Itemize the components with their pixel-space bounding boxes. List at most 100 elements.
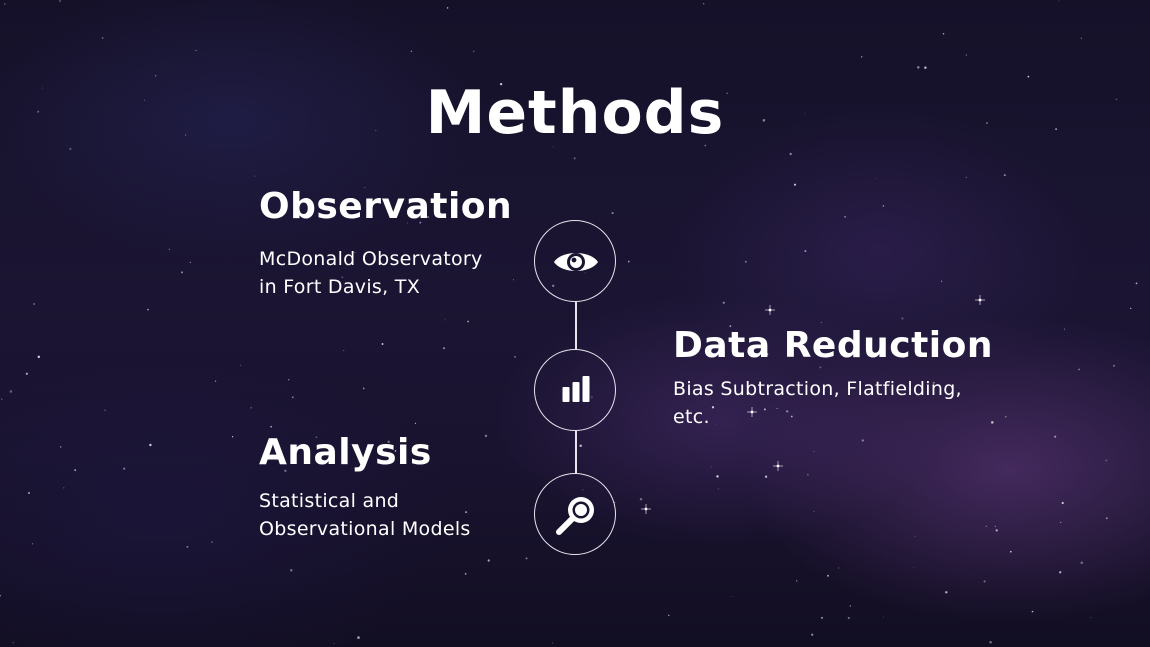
star bbox=[525, 557, 528, 560]
star bbox=[914, 535, 916, 537]
star bbox=[711, 406, 715, 409]
star bbox=[827, 574, 829, 577]
star bbox=[668, 614, 670, 616]
star bbox=[965, 54, 968, 56]
star bbox=[874, 177, 876, 179]
star bbox=[333, 643, 335, 645]
star bbox=[362, 387, 365, 390]
star bbox=[101, 37, 104, 39]
star bbox=[932, 381, 935, 384]
star bbox=[381, 343, 384, 345]
star bbox=[579, 444, 582, 448]
analysis-description: Statistical and Observational Models bbox=[259, 487, 471, 543]
star bbox=[59, 446, 62, 448]
star bbox=[180, 271, 184, 274]
star bbox=[270, 425, 272, 428]
star bbox=[716, 475, 719, 478]
star bbox=[983, 580, 986, 583]
star bbox=[1105, 517, 1108, 520]
star bbox=[861, 439, 864, 442]
star bbox=[354, 251, 356, 254]
star bbox=[1054, 435, 1057, 438]
star bbox=[37, 110, 40, 113]
star bbox=[1112, 364, 1116, 367]
star bbox=[1, 398, 3, 400]
sparkle-star bbox=[975, 295, 985, 305]
star bbox=[343, 349, 345, 352]
star bbox=[1059, 571, 1062, 574]
star bbox=[985, 525, 987, 527]
star bbox=[231, 436, 234, 438]
star bbox=[1060, 521, 1062, 523]
eye-icon bbox=[554, 253, 598, 271]
star bbox=[394, 450, 397, 452]
star bbox=[33, 303, 36, 305]
star bbox=[147, 308, 149, 311]
star bbox=[924, 66, 927, 69]
sparkle-star bbox=[773, 461, 783, 471]
star bbox=[790, 415, 793, 418]
star bbox=[882, 205, 885, 207]
star bbox=[820, 321, 822, 323]
star bbox=[552, 642, 554, 644]
star bbox=[838, 567, 840, 569]
star bbox=[512, 106, 515, 109]
star bbox=[426, 215, 430, 219]
star bbox=[28, 492, 30, 494]
star bbox=[74, 469, 77, 472]
analysis-description-line: Observational Models bbox=[259, 518, 471, 540]
star bbox=[499, 82, 503, 86]
timeline-connector bbox=[575, 302, 577, 349]
star bbox=[442, 347, 446, 350]
star bbox=[989, 641, 992, 644]
star bbox=[9, 390, 13, 393]
observation-heading: Observation bbox=[259, 186, 513, 227]
star bbox=[726, 92, 729, 95]
observation-step-circle bbox=[534, 220, 616, 302]
star bbox=[473, 50, 475, 53]
star bbox=[502, 128, 504, 131]
star bbox=[704, 144, 707, 147]
star bbox=[789, 152, 792, 156]
observation-description-line: McDonald Observatory bbox=[259, 248, 483, 270]
star bbox=[913, 567, 915, 569]
star bbox=[414, 422, 417, 425]
star bbox=[406, 222, 408, 224]
star bbox=[762, 119, 766, 122]
star bbox=[1115, 98, 1118, 101]
star bbox=[883, 616, 885, 618]
star bbox=[123, 467, 126, 470]
star bbox=[1003, 174, 1006, 177]
star bbox=[804, 250, 807, 253]
timeline-connector bbox=[575, 431, 577, 473]
star bbox=[847, 616, 850, 620]
star bbox=[419, 221, 422, 224]
star bbox=[1080, 561, 1084, 564]
star bbox=[214, 380, 217, 382]
star bbox=[941, 280, 943, 282]
star bbox=[25, 372, 29, 375]
star bbox=[844, 215, 847, 218]
star bbox=[357, 636, 360, 639]
star bbox=[250, 406, 253, 409]
star bbox=[1058, 0, 1060, 2]
star bbox=[58, 0, 62, 3]
star bbox=[979, 347, 981, 349]
star bbox=[514, 355, 516, 358]
star bbox=[942, 33, 945, 35]
star bbox=[189, 261, 192, 264]
star bbox=[945, 591, 948, 594]
star bbox=[763, 408, 766, 411]
star bbox=[994, 525, 996, 527]
star bbox=[552, 146, 554, 148]
star bbox=[817, 345, 819, 348]
star bbox=[717, 488, 719, 490]
star bbox=[1090, 617, 1092, 619]
star bbox=[186, 545, 189, 548]
star bbox=[0, 595, 1, 597]
star bbox=[1078, 368, 1080, 371]
data-reduction-description: Bias Subtraction, Flatfielding, etc. bbox=[673, 375, 962, 431]
star bbox=[985, 122, 988, 125]
star bbox=[813, 451, 815, 453]
star bbox=[254, 175, 256, 177]
